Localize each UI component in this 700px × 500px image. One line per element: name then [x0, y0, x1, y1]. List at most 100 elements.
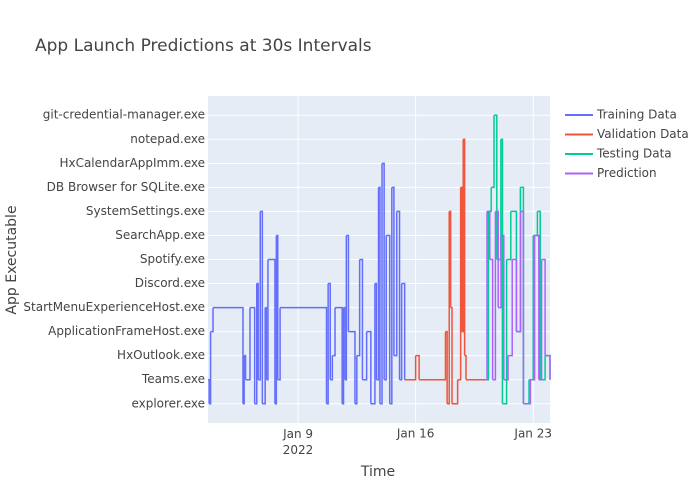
line-segment [445, 330, 448, 404]
line-segment [520, 210, 525, 404]
line-segment [276, 234, 279, 380]
y-tick-label: StartMenuExperienceHost.exe [23, 300, 205, 314]
x-tick-label: Jan 23 [513, 427, 552, 441]
line-segment [245, 307, 251, 381]
line-segment [258, 211, 262, 381]
line-segment [362, 331, 368, 381]
line-segment [328, 282, 331, 380]
line-segment [342, 307, 345, 405]
line-segment [404, 355, 417, 381]
line-segment [332, 307, 336, 357]
line-segment [492, 211, 497, 381]
line-segment [343, 306, 346, 380]
y-tick-label: DB Browser for SQLite.exe [47, 180, 205, 194]
line-segment [498, 235, 502, 309]
line-segment [538, 259, 543, 381]
y-tick-label: notepad.exe [130, 132, 205, 146]
chart-title: App Launch Predictions at 30s Intervals [35, 36, 372, 56]
line-segment [359, 258, 364, 380]
x-axis-title: Time [360, 464, 395, 480]
line-segment [501, 234, 505, 380]
line-segment [326, 283, 329, 405]
line-segment [370, 283, 376, 405]
line-segment [457, 187, 462, 381]
line-segment [249, 306, 256, 404]
line-segment [379, 163, 383, 405]
line-segment [208, 378, 210, 404]
line-segment [447, 211, 450, 405]
y-tick-label: Spotify.exe [140, 252, 205, 266]
line-segment [244, 354, 247, 380]
line-segment [256, 282, 259, 380]
line-segment [491, 115, 495, 189]
line-segment [516, 211, 522, 333]
line-segment [277, 307, 281, 381]
line-segment [541, 258, 546, 356]
y-tick-label: Teams.exe [141, 372, 205, 386]
line-segment [489, 258, 494, 380]
line-segment [463, 138, 466, 356]
y-tick-label: ApplicationFrameHost.exe [48, 324, 205, 338]
line-segment [260, 210, 264, 404]
line-segment [530, 235, 536, 381]
line-segment [389, 187, 393, 405]
line-segment [537, 210, 541, 380]
line-segment [346, 234, 350, 332]
y-tick-label: Discord.exe [135, 276, 205, 290]
line-segment [376, 187, 380, 381]
legend-label: Prediction [597, 166, 657, 180]
line-segment [391, 186, 395, 356]
line-segment [415, 354, 420, 380]
legend-label: Testing Data [596, 147, 672, 161]
line-segment [209, 331, 212, 405]
line-segment [242, 355, 245, 405]
y-tick-label: HxOutlook.exe [117, 348, 205, 362]
line-segment [254, 283, 258, 405]
line-segment [213, 306, 244, 404]
line-segment [366, 330, 372, 404]
y-axis-title: App Executable [4, 205, 20, 314]
y-tick-label: git-credential-manager.exe [43, 108, 205, 122]
line-segment [523, 379, 532, 405]
line-segment [508, 259, 513, 357]
line-segment [495, 210, 499, 308]
line-segment [506, 211, 512, 261]
line-segment [500, 138, 504, 404]
line-segment [534, 234, 540, 380]
line-segment [485, 211, 488, 381]
line-segment [419, 331, 447, 381]
line-segment [335, 306, 343, 404]
line-segment [502, 259, 508, 405]
line-segment [464, 354, 467, 380]
line-segment [344, 235, 348, 381]
line-segment [460, 186, 463, 332]
line-segment [461, 139, 464, 333]
line-segment [210, 307, 214, 333]
line-segment [393, 211, 398, 357]
line-segment [378, 186, 381, 404]
line-segment [450, 306, 453, 404]
x-tick-label: Jan 9 2022 [282, 427, 313, 457]
line-segment [280, 306, 328, 404]
y-tick-label: explorer.exe [131, 396, 205, 410]
legend-label: Validation Data [597, 127, 689, 141]
line-segment [267, 258, 276, 404]
line-segment [452, 379, 459, 405]
line-segment [266, 259, 269, 381]
line-segment [265, 306, 268, 380]
y-tick-label: SearchApp.exe [115, 228, 205, 242]
line-segment [487, 210, 491, 260]
line-segment [386, 234, 391, 404]
line-segment [348, 330, 356, 404]
y-tick-label: HxCalendarAppImm.exe [59, 156, 205, 170]
line-segment [396, 210, 401, 380]
line-segment [399, 283, 403, 381]
x-tick-label: Jan 16 [396, 427, 435, 441]
line-segment [384, 235, 387, 381]
line-segment [274, 235, 278, 405]
legend-label: Training Data [596, 108, 677, 122]
line-segment [545, 354, 551, 380]
line-segment [330, 355, 334, 381]
line-segment [382, 162, 385, 380]
line-segment [354, 355, 358, 405]
